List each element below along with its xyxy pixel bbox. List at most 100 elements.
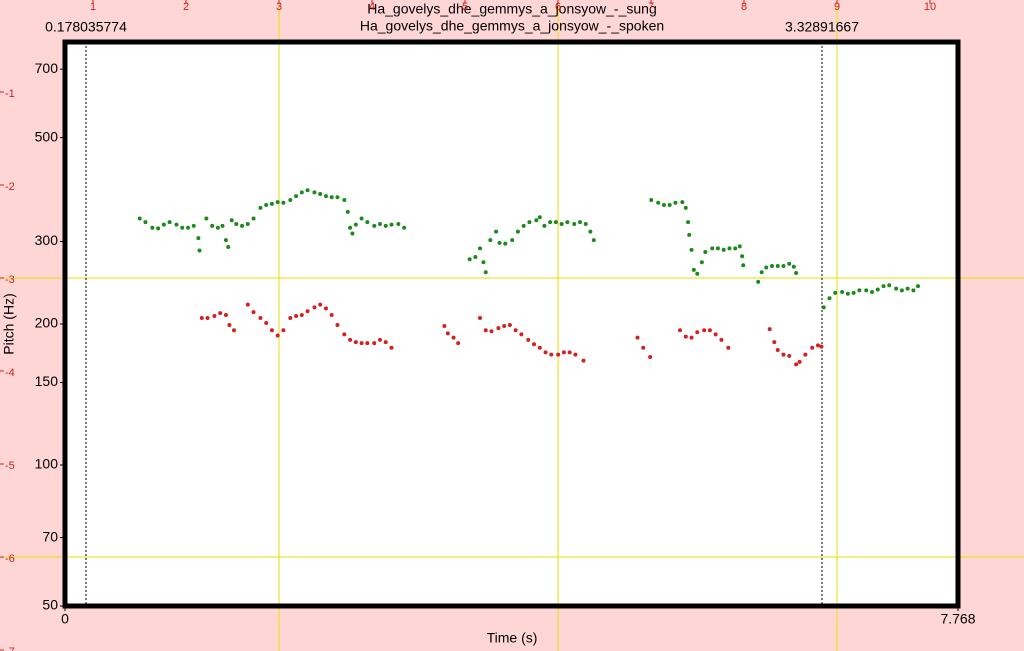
pitch-point — [537, 215, 542, 220]
ruler-label: 10 — [924, 1, 936, 13]
pitch-point — [502, 324, 507, 329]
pitch-point — [481, 260, 486, 265]
x-tick-label: 0 — [61, 611, 69, 627]
pitch-point — [556, 352, 561, 357]
pitch-point — [442, 324, 447, 329]
pitch-point — [494, 229, 499, 234]
pitch-point — [251, 310, 256, 315]
pitch-point — [372, 223, 377, 228]
pitch-point — [389, 222, 394, 227]
pitch-point — [810, 345, 815, 350]
ruler-label: 9 — [834, 1, 840, 13]
ruler-label: 4 — [369, 1, 375, 13]
pitch-point — [197, 248, 202, 253]
pitch-point — [899, 288, 904, 293]
pitch-point — [478, 315, 483, 320]
pitch-point — [656, 200, 661, 205]
pitch-point — [648, 355, 653, 360]
pitch-point — [715, 246, 720, 251]
pitch-point — [402, 225, 407, 230]
pitch-point — [534, 218, 539, 223]
pitch-point — [521, 223, 526, 228]
pitch-point — [143, 220, 148, 225]
ruler-label: 3 — [276, 1, 282, 13]
pitch-point — [329, 195, 334, 200]
pitch-point — [288, 315, 293, 320]
pitch-point — [318, 302, 323, 307]
ruler-label: -5 — [5, 460, 15, 472]
pitch-point — [186, 225, 191, 230]
pitch-point — [215, 225, 220, 230]
title: Ha_govelys_dhe_gemmys_a_jonsyow_-_sung — [367, 1, 657, 17]
pitch-point — [305, 309, 310, 314]
pitch-point — [588, 229, 593, 234]
pitch-point — [503, 241, 508, 246]
pitch-point — [911, 288, 916, 293]
pitch-point — [218, 311, 223, 316]
pitch-point — [245, 302, 250, 307]
pitch-point — [299, 313, 304, 318]
y-tick-label: 50 — [42, 597, 58, 613]
pitch-point — [353, 340, 358, 345]
pitch-point — [359, 341, 364, 346]
pitch-point — [578, 220, 583, 225]
pitch-point — [894, 286, 899, 291]
pitch-point — [689, 335, 694, 340]
ruler-label: 7 — [648, 1, 654, 13]
pitch-point — [137, 216, 142, 221]
pitch-point — [478, 246, 483, 251]
pitch-point — [199, 315, 204, 320]
pitch-point — [258, 315, 263, 320]
pitch-point — [635, 335, 640, 340]
pitch-point — [240, 223, 245, 228]
pitch-point — [641, 345, 646, 350]
pitch-point — [686, 220, 691, 225]
pitch-point — [483, 328, 488, 333]
pitch-point — [559, 221, 564, 226]
pitch-point — [299, 190, 304, 195]
pitch-point — [335, 195, 340, 200]
pitch-point — [288, 197, 293, 202]
pitch-point — [329, 313, 334, 318]
pitch-point — [591, 238, 596, 243]
pitch-point — [683, 205, 688, 210]
pitch-point — [342, 332, 347, 337]
pitch-point — [710, 246, 715, 251]
pitch-point — [840, 290, 845, 295]
pitch-point — [678, 328, 683, 333]
cursor-label: 0.178035774 — [45, 19, 127, 35]
pitch-point — [389, 345, 394, 350]
pitch-point — [661, 202, 666, 207]
y-axis-label: Pitch (Hz) — [1, 293, 17, 354]
pitch-point — [759, 270, 764, 275]
ruler-label: 2 — [183, 1, 189, 13]
pitch-point — [467, 257, 472, 262]
pitch-point — [483, 270, 488, 275]
pitch-point — [713, 332, 718, 337]
pitch-point — [702, 328, 707, 333]
pitch-point — [305, 188, 310, 193]
pitch-point — [726, 345, 731, 350]
y-tick-label: 700 — [35, 60, 59, 76]
pitch-point — [227, 323, 232, 328]
cursor-label: 3.32891667 — [785, 19, 859, 35]
pitch-point — [915, 284, 920, 289]
pitch-point — [348, 337, 353, 342]
pitch-point — [864, 288, 869, 293]
pitch-point — [264, 320, 269, 325]
y-tick-label: 300 — [35, 232, 59, 248]
pitch-point — [543, 350, 548, 355]
pitch-point — [174, 222, 179, 227]
pitch-point — [365, 341, 370, 346]
pitch-point — [191, 223, 196, 228]
pitch-point — [769, 263, 774, 268]
pitch-point — [703, 249, 708, 254]
pitch-point — [456, 341, 461, 346]
pitch-point — [887, 283, 892, 288]
pitch-point — [281, 328, 286, 333]
pitch-point — [542, 223, 547, 228]
pitch-point — [377, 337, 382, 342]
pitch-point — [549, 352, 554, 357]
pitch-point — [204, 216, 209, 221]
